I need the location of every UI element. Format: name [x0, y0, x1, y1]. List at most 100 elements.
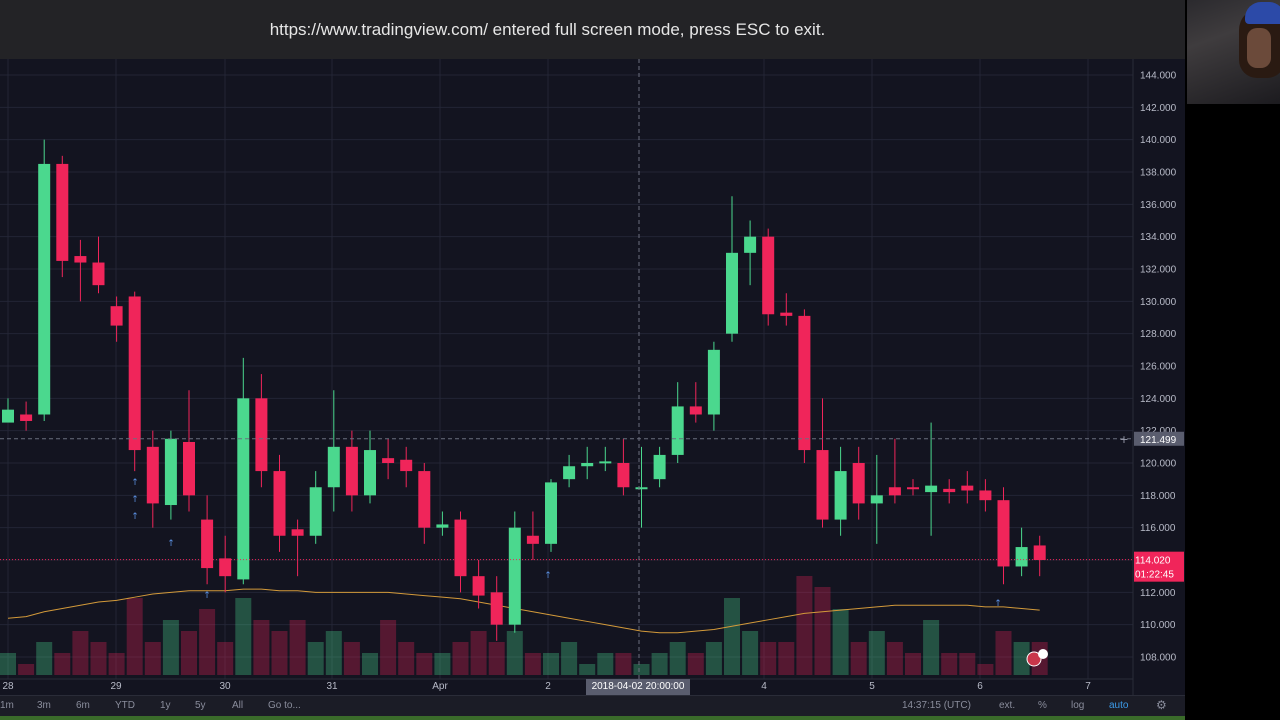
candle-body[interactable] [1015, 547, 1028, 567]
candle-body[interactable] [943, 488, 956, 493]
crosshair-time-tag [586, 679, 690, 695]
range-button-1y[interactable]: 1y [160, 700, 171, 711]
candle-body[interactable] [780, 312, 793, 316]
candle-body[interactable] [545, 482, 557, 544]
volume-bar [524, 653, 541, 675]
range-button-6m[interactable]: 6m [76, 700, 90, 711]
candle-body[interactable] [870, 495, 883, 504]
candle-body[interactable] [997, 500, 1010, 567]
goto-date-button[interactable]: Go to... [268, 700, 301, 711]
candle-body[interactable] [20, 414, 33, 421]
candle-body[interactable] [472, 576, 485, 596]
candle-body[interactable] [183, 441, 195, 496]
candle-body[interactable] [291, 529, 304, 536]
candle-body[interactable] [2, 409, 14, 423]
candle-body[interactable] [744, 236, 757, 253]
candle-body[interactable] [490, 592, 503, 625]
toggle-ext[interactable]: ext. [999, 700, 1016, 711]
candle-body[interactable] [925, 485, 938, 493]
add-plus-icon[interactable]: + [1119, 433, 1128, 446]
candle-body[interactable] [599, 461, 612, 464]
candle-body[interactable] [762, 236, 775, 315]
candle-body[interactable] [273, 471, 286, 536]
toggle-percent[interactable]: % [1038, 700, 1047, 711]
volume-bar [488, 642, 505, 675]
candle-body[interactable] [961, 485, 974, 491]
volume-bar [235, 598, 252, 675]
candle-body[interactable] [400, 459, 413, 472]
candle-body[interactable] [707, 349, 720, 415]
candle-body[interactable] [128, 296, 141, 451]
candle-body[interactable] [201, 519, 214, 569]
candle-body[interactable] [92, 262, 105, 286]
candle-body[interactable] [726, 252, 738, 334]
last-price-tag [1134, 551, 1184, 582]
candle-body[interactable] [418, 471, 431, 528]
candle-body[interactable] [110, 306, 123, 326]
time-tick-label: 7 [1085, 681, 1091, 692]
gear-icon[interactable]: ⚙ [1156, 698, 1167, 712]
webcam-person-face [1247, 28, 1271, 68]
candle-body[interactable] [508, 527, 521, 625]
candle-body[interactable] [852, 463, 865, 504]
volume-bar [742, 631, 759, 675]
candle-body[interactable] [74, 256, 87, 263]
candle-body[interactable] [219, 558, 232, 577]
range-button-ytd[interactable]: YTD [115, 700, 135, 711]
volume-bar [307, 642, 324, 675]
signal-arrow-icon: ↑ [544, 571, 552, 581]
candle-body[interactable] [834, 471, 847, 520]
candle-body[interactable] [617, 463, 630, 488]
toggle-log[interactable]: log [1071, 700, 1085, 711]
candle-body[interactable] [309, 487, 322, 536]
candle-body[interactable] [38, 163, 51, 415]
candle-body[interactable] [816, 450, 829, 520]
time-tick-label: 5 [869, 681, 875, 692]
candle-body[interactable] [979, 490, 992, 501]
candle-body[interactable] [671, 406, 684, 455]
candle-body[interactable] [454, 519, 467, 577]
range-button-3m[interactable]: 3m [37, 700, 51, 711]
candle-body[interactable] [635, 487, 648, 490]
candle-body[interactable] [653, 454, 666, 480]
volume-bar [597, 653, 614, 675]
candle-body[interactable] [327, 446, 340, 488]
candle-body[interactable] [689, 406, 702, 415]
candle-body[interactable] [798, 315, 811, 451]
range-button-1m[interactable]: 1m [0, 700, 14, 711]
signal-arrow-icon: ↑ [203, 591, 211, 601]
candle-body[interactable] [526, 535, 539, 544]
candle-body[interactable] [563, 466, 576, 480]
chart-bottom-toolbar: 1m 3m 6m YTD 1y 5y All Go to... 14:37:15 (UTC) ex… [0, 695, 1185, 716]
volume-bar [217, 642, 234, 675]
price-tick-label: 142.000 [1140, 103, 1177, 114]
candle-body[interactable] [364, 450, 376, 496]
toggle-auto[interactable]: auto [1109, 700, 1129, 711]
volume-bar [325, 631, 342, 675]
candle-body[interactable] [382, 458, 395, 463]
webcam-person-cap [1245, 2, 1280, 24]
volume-bar [705, 642, 722, 675]
price-tick-label: 110.000 [1140, 620, 1176, 631]
candle-body[interactable] [907, 487, 919, 490]
range-button-all[interactable]: All [232, 700, 244, 711]
time-tick-label: 4 [761, 681, 767, 692]
crosshair-price-label: 121.499 [1140, 435, 1177, 446]
range-button-5y[interactable]: 5y [195, 700, 206, 711]
candle-body[interactable] [164, 438, 177, 506]
candle-body[interactable] [146, 446, 159, 504]
chart-pane[interactable]: 144.000 142.000 140.000 138.000 136.000 134.0… [0, 59, 1185, 695]
candlestick-chart[interactable]: 144.000 142.000 140.000 138.000 136.000 134.0… [0, 59, 1185, 695]
signal-arrow-icon: ↑ [167, 539, 175, 549]
candle-body[interactable] [255, 398, 268, 472]
volume-bar [868, 631, 885, 675]
candle-body[interactable] [888, 487, 901, 496]
candle-body[interactable] [56, 163, 69, 261]
candle-body[interactable] [1033, 545, 1046, 560]
volume-bar [253, 620, 270, 675]
candle-body[interactable] [237, 398, 250, 580]
candle-body[interactable] [345, 446, 358, 496]
candle-body[interactable] [436, 524, 449, 528]
earnings-flag-icon[interactable] [1026, 651, 1042, 667]
candle-body[interactable] [581, 463, 594, 467]
